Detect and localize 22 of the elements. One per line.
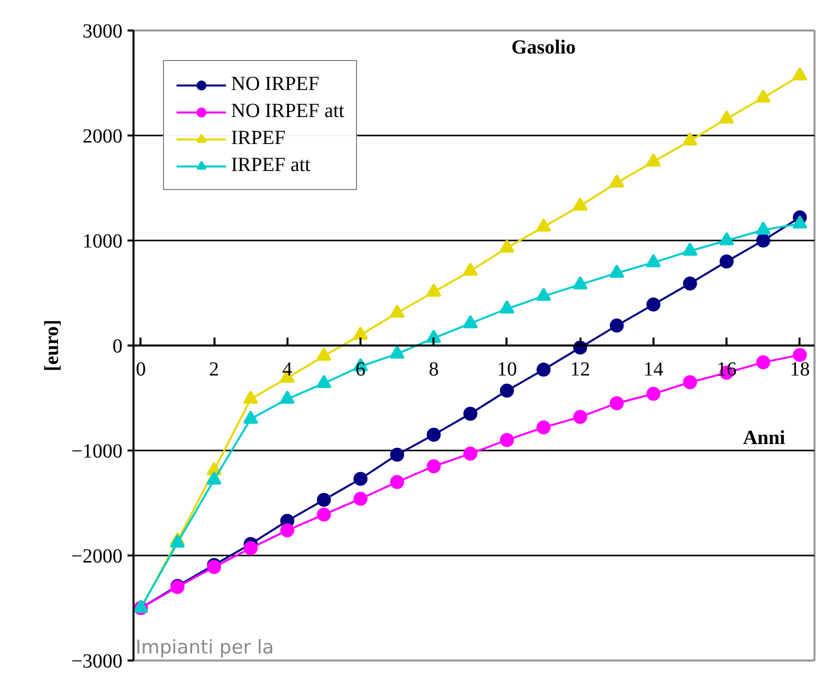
y-tick-label: 1000 bbox=[82, 230, 122, 252]
chart-title: Gasolio bbox=[511, 36, 576, 58]
x-tick-label: 12 bbox=[570, 358, 590, 380]
x-tick-label: 0 bbox=[136, 358, 146, 380]
y-tick-label: 3000 bbox=[82, 20, 122, 42]
x-tick-label: 18 bbox=[790, 358, 810, 380]
legend-label: IRPEF bbox=[231, 127, 286, 150]
y-tick-label: −2000 bbox=[71, 546, 122, 568]
x-tick-label: 2 bbox=[209, 358, 220, 380]
y-axis-title: [euro] bbox=[41, 320, 64, 372]
y-tick-label: 2000 bbox=[82, 126, 122, 148]
x-tick-label: 14 bbox=[643, 358, 664, 380]
y-tick-label: 0 bbox=[112, 336, 122, 358]
x-axis-title: Anni bbox=[742, 426, 786, 449]
x-tick-label: 10 bbox=[496, 358, 517, 380]
legend-label: NO IRPEF att bbox=[231, 100, 344, 123]
y-tick-label: −3000 bbox=[71, 650, 122, 672]
annotation: Impianti per la bbox=[136, 636, 274, 658]
y-tick-label: −1000 bbox=[71, 440, 122, 462]
legend-label: IRPEF att bbox=[231, 154, 310, 177]
legend-label: NO IRPEF bbox=[231, 73, 320, 96]
x-tick-label: 8 bbox=[428, 358, 439, 380]
